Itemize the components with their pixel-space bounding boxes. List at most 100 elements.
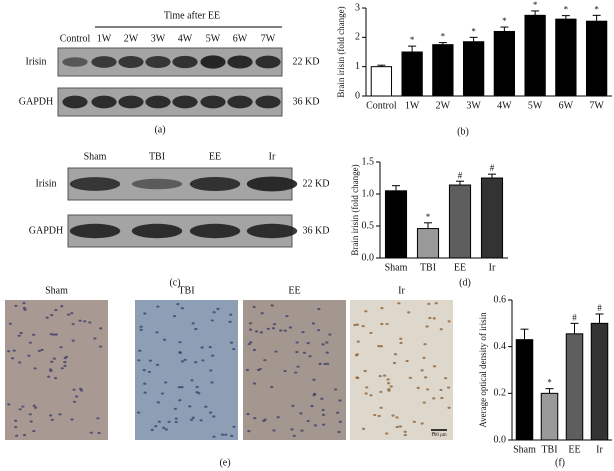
blot-band [62, 57, 88, 67]
nucleus [229, 313, 233, 316]
nucleus [191, 322, 195, 325]
nucleus [325, 341, 329, 344]
nucleus [63, 364, 67, 367]
nucleus [22, 433, 27, 437]
nucleus [248, 328, 253, 331]
nucleus [422, 356, 426, 359]
nucleus [7, 350, 11, 353]
blot-band [189, 176, 241, 192]
nucleus [209, 369, 213, 372]
size-label: 22 KD [303, 178, 330, 189]
nucleus [254, 330, 259, 333]
nucleus [270, 385, 274, 389]
nucleus [428, 316, 432, 320]
lane-label: 4W [178, 33, 193, 44]
nucleus [89, 431, 93, 434]
nucleus [160, 392, 165, 395]
nucleus [78, 319, 82, 322]
significance-marker: # [572, 312, 577, 322]
bar [480, 177, 504, 259]
bar [401, 51, 423, 97]
histology-image [135, 300, 238, 440]
nucleus [321, 343, 325, 346]
nucleus [272, 429, 276, 432]
nucleus [162, 338, 167, 341]
nucleus [177, 386, 181, 389]
x-tick-label: Ir [489, 262, 496, 273]
nucleus [139, 325, 143, 328]
blot-band [145, 95, 171, 109]
nucleus [249, 341, 253, 344]
nucleus [432, 365, 437, 368]
nucleus [369, 394, 373, 397]
nucleus [300, 429, 304, 432]
nucleus [318, 362, 322, 365]
nucleus [365, 386, 369, 389]
nucleus [270, 304, 274, 307]
nucleus [310, 405, 314, 408]
nucleus [139, 328, 143, 331]
nucleus [157, 420, 161, 423]
size-label: 36 KD [293, 96, 320, 107]
row-label: GAPDH [19, 96, 53, 107]
nucleus [209, 411, 213, 414]
nucleus [379, 345, 384, 348]
nucleus [50, 418, 54, 421]
blot-band [255, 55, 281, 69]
significance-marker: * [471, 26, 476, 36]
nucleus [317, 307, 321, 311]
nucleus [259, 331, 263, 334]
nucleus [299, 412, 303, 415]
y-tick-label: 0 [355, 90, 360, 101]
nucleus [271, 327, 276, 330]
nucleus [29, 420, 33, 423]
x-tick-label: 5W [528, 100, 543, 111]
nucleus [176, 303, 180, 306]
nucleus [178, 351, 182, 354]
nucleus [17, 334, 21, 337]
nucleus [37, 349, 41, 353]
nucleus [397, 302, 401, 305]
significance-marker: # [490, 163, 495, 173]
bar [540, 392, 559, 441]
nucleus [444, 377, 448, 380]
nucleus [190, 379, 194, 382]
nucleus [398, 425, 403, 428]
nucleus [50, 360, 54, 363]
y-tick-label: 0.0 [494, 434, 507, 445]
y-tick-label: 1 [355, 61, 360, 72]
y-tick-label: 0.4 [494, 341, 507, 352]
nucleus [382, 374, 387, 377]
lane-label: Control [60, 33, 91, 44]
nucleus [174, 420, 178, 424]
bar [370, 66, 393, 97]
nucleus [53, 377, 58, 380]
y-axis-title: Average optical density of irisin [478, 312, 488, 428]
nucleus [156, 305, 160, 308]
nucleus [47, 375, 51, 378]
nucleus [321, 413, 326, 416]
nucleus [59, 346, 63, 349]
nucleus [446, 386, 451, 389]
nucleus [253, 417, 257, 420]
row-label: Irisin [35, 178, 56, 189]
nucleus [173, 407, 178, 410]
nucleus [172, 315, 177, 318]
lane-label: EE [209, 151, 221, 162]
nucleus [361, 427, 366, 430]
histology-image [350, 300, 453, 440]
nucleus [147, 370, 151, 374]
nucleus [200, 346, 204, 349]
nucleus [204, 405, 208, 408]
nucleus [14, 419, 18, 422]
bar [565, 333, 584, 441]
significance-marker: * [502, 16, 507, 26]
nucleus [178, 341, 182, 344]
bar [432, 44, 454, 97]
nucleus [260, 312, 264, 315]
nucleus [194, 361, 198, 364]
nucleus [228, 320, 232, 323]
blot-band [227, 95, 253, 109]
nucleus [72, 400, 77, 403]
blot-band [118, 95, 144, 109]
